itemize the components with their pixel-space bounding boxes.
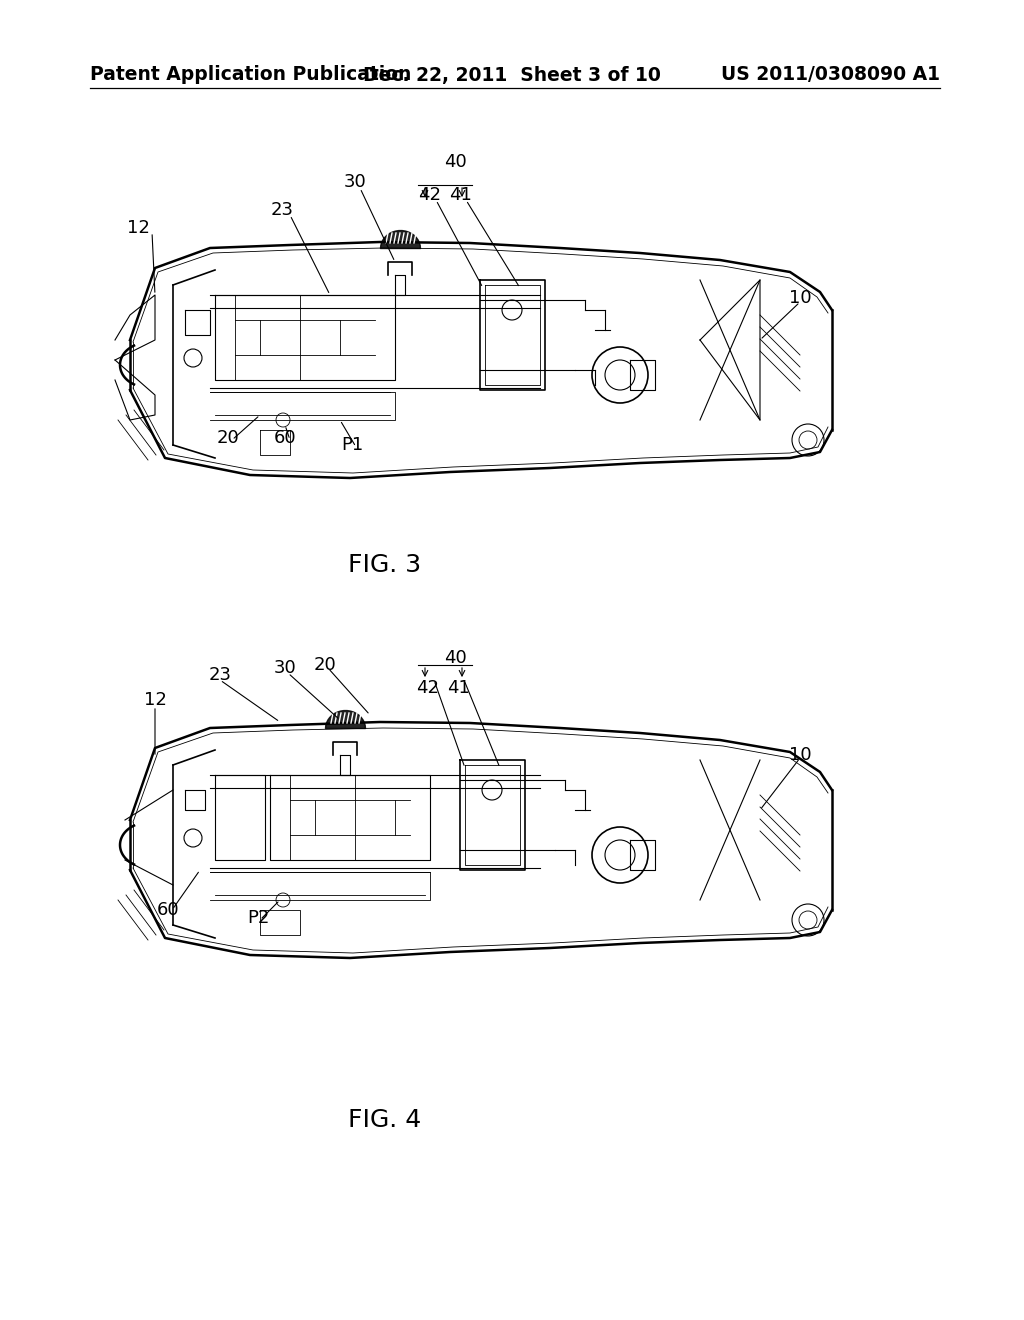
Text: 12: 12: [143, 690, 167, 709]
Text: 12: 12: [127, 219, 150, 238]
Text: 10: 10: [788, 289, 811, 308]
Text: 20: 20: [313, 656, 336, 675]
Text: 42: 42: [419, 186, 441, 205]
Text: FIG. 4: FIG. 4: [348, 1107, 422, 1133]
Text: 23: 23: [270, 201, 294, 219]
Text: P1: P1: [341, 436, 364, 454]
Text: 40: 40: [443, 649, 466, 667]
Text: 23: 23: [209, 667, 231, 684]
Text: 40: 40: [443, 153, 466, 172]
Text: 30: 30: [344, 173, 367, 191]
Text: 60: 60: [273, 429, 296, 447]
Text: 41: 41: [449, 186, 471, 205]
Text: P2: P2: [247, 909, 269, 927]
Text: Dec. 22, 2011  Sheet 3 of 10: Dec. 22, 2011 Sheet 3 of 10: [364, 66, 660, 84]
Text: 20: 20: [217, 429, 240, 447]
Text: 60: 60: [157, 902, 179, 919]
Text: Patent Application Publication: Patent Application Publication: [90, 66, 412, 84]
Text: 41: 41: [446, 678, 469, 697]
Text: 30: 30: [273, 659, 296, 677]
Text: 42: 42: [417, 678, 439, 697]
Text: 10: 10: [788, 746, 811, 764]
Text: US 2011/0308090 A1: US 2011/0308090 A1: [721, 66, 940, 84]
Text: FIG. 3: FIG. 3: [348, 553, 422, 577]
